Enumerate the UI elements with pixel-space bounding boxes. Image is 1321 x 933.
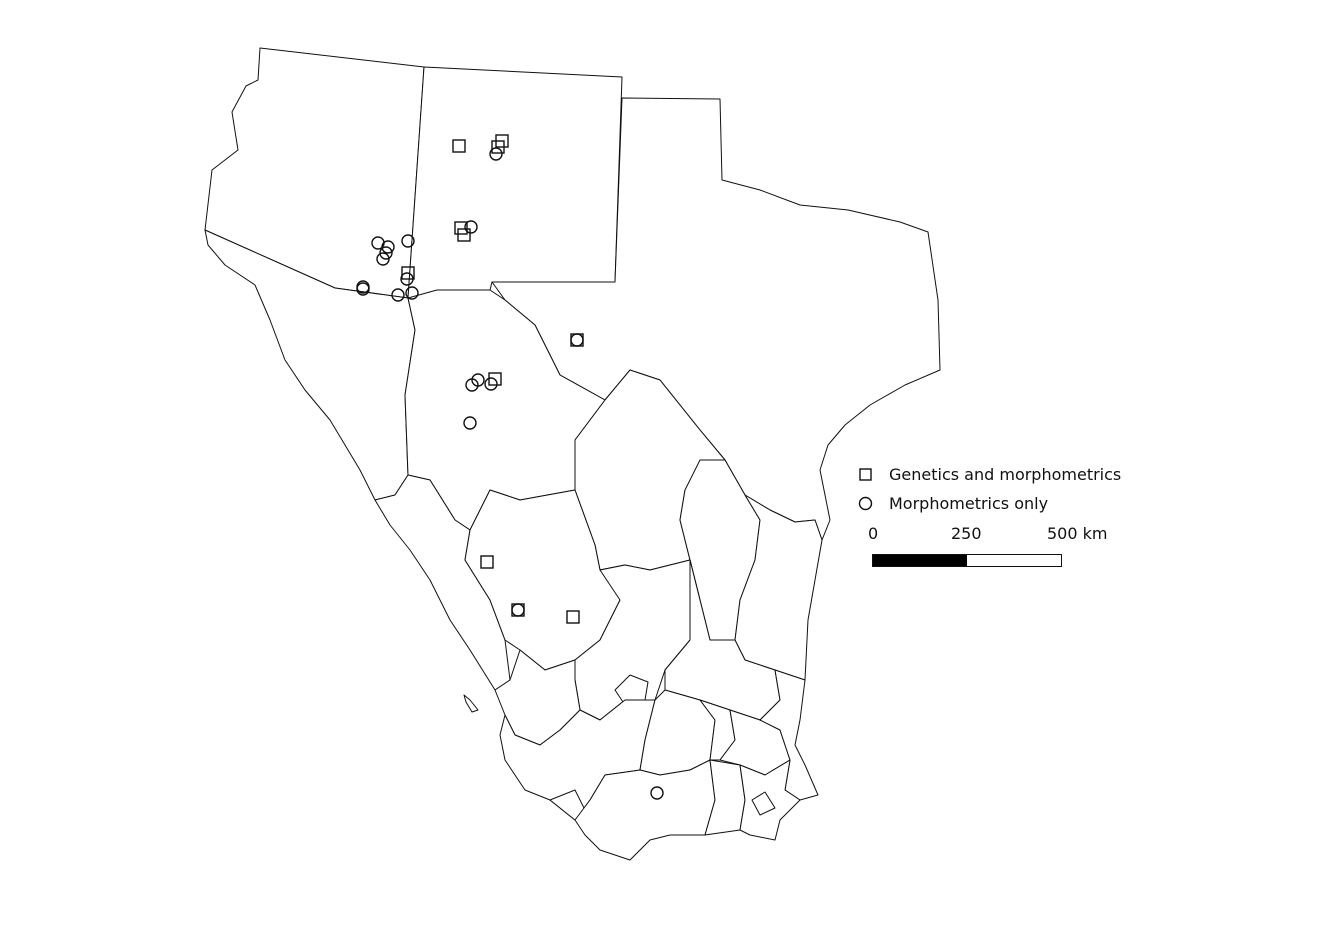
sample-circle [570, 333, 584, 347]
region-tlaxcala [751, 791, 776, 816]
sample-circle [463, 416, 477, 430]
scale-segment-white [967, 555, 1061, 566]
sample-circle [381, 240, 395, 254]
sample-points-morphometrics [356, 147, 664, 800]
legend-item-genetics: Genetics and morphometrics [855, 460, 1121, 489]
sample-square [457, 228, 471, 242]
scale-bar-graphic [872, 554, 1062, 567]
sample-circle [376, 252, 390, 266]
scale-bar: 0 250 500 km [866, 524, 1107, 574]
sample-points-genetics [401, 134, 584, 624]
map-legend: Genetics and morphometrics Morphometrics… [855, 460, 1121, 518]
sample-circle [405, 286, 419, 300]
square-symbol-icon [859, 467, 872, 481]
sample-circle [379, 246, 393, 260]
island [463, 694, 479, 713]
sample-square [454, 221, 468, 235]
circle-symbol-icon [858, 496, 873, 510]
sample-circle [400, 272, 414, 286]
sample-circle [401, 234, 415, 248]
sample-circle [650, 786, 664, 800]
legend-item-morphometrics: Morphometrics only [855, 489, 1121, 518]
sample-square [401, 266, 415, 280]
sample-circle [484, 377, 498, 391]
scale-tick-250: 250 [951, 524, 982, 543]
sample-square [480, 555, 494, 569]
sample-square [566, 610, 580, 624]
sample-square [452, 139, 466, 153]
legend-label-genetics: Genetics and morphometrics [889, 465, 1122, 484]
sample-circle [489, 147, 503, 161]
scale-tick-500: 500 km [1047, 524, 1108, 543]
sample-circle [391, 288, 405, 302]
sample-circle [511, 603, 525, 617]
sample-circle [356, 282, 370, 296]
sample-circle [464, 220, 478, 234]
sample-circle [471, 373, 485, 387]
scale-tick-0: 0 [868, 524, 879, 543]
legend-label-morphometrics: Morphometrics only [889, 494, 1049, 513]
region-new-mexico [407, 66, 623, 299]
sample-square [491, 140, 505, 154]
scale-segment-black [873, 555, 967, 566]
